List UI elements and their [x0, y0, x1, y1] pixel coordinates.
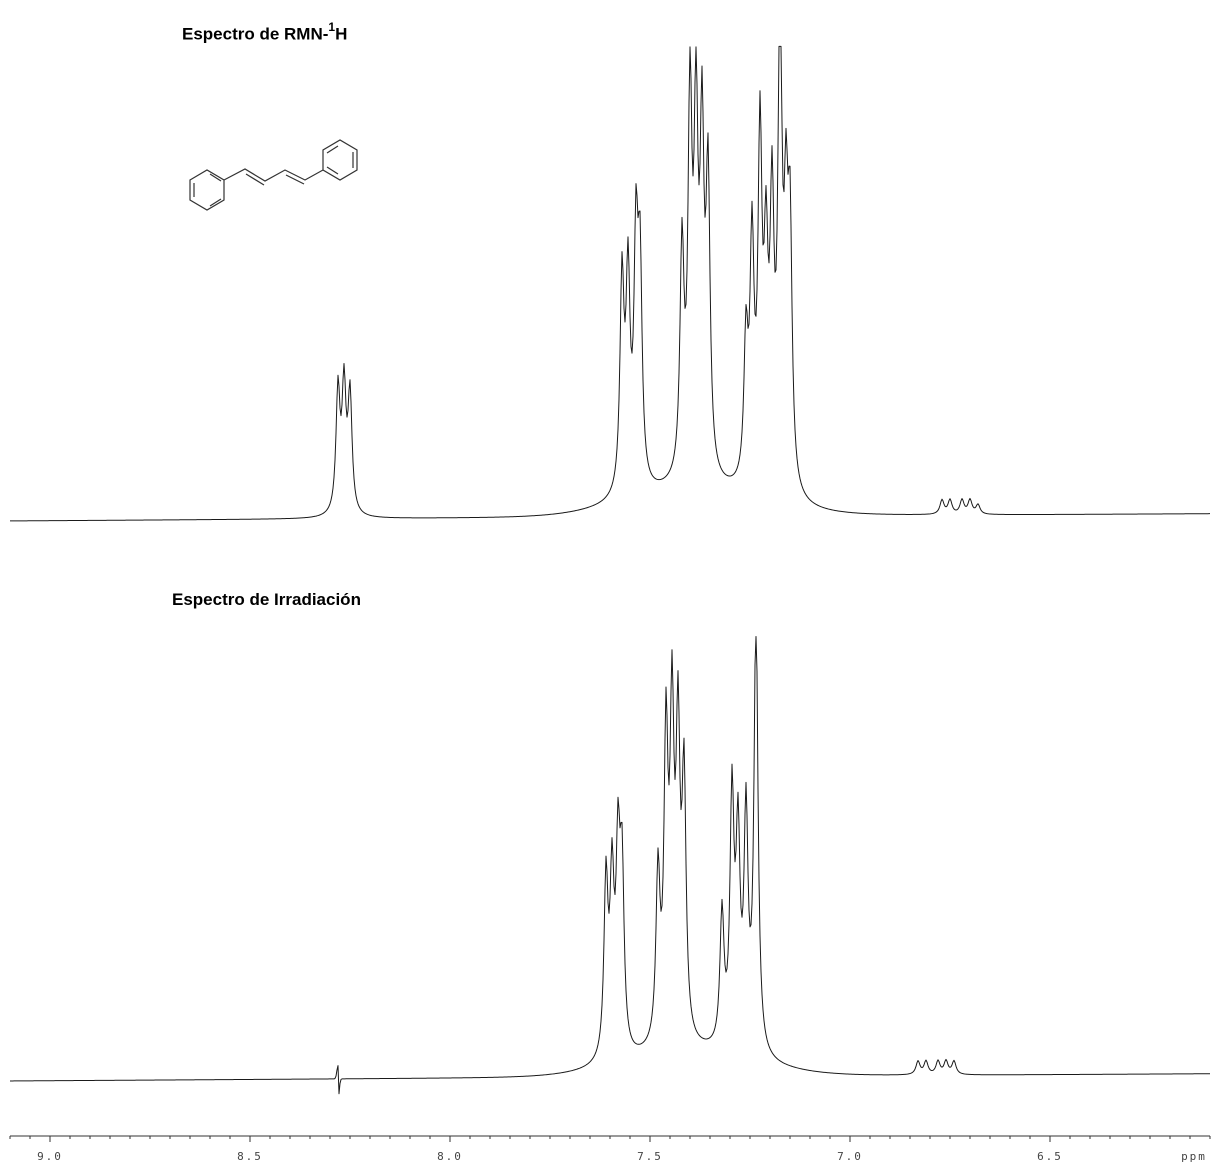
axis-unit-label: ppm — [1181, 1150, 1207, 1163]
tick-label: 7.0 — [837, 1150, 863, 1163]
spectrum-title-top: Espectro de RMN-1H — [182, 20, 348, 44]
spectrum-trace-bottom — [9, 636, 1211, 1095]
ppm-axis: 9.0 8.5 8.0 7.5 7.0 6.5 ppm — [9, 1135, 1211, 1163]
tick-label: 8.5 — [237, 1150, 263, 1163]
tick-label: 6.5 — [1037, 1150, 1063, 1163]
spectrum-trace-top — [9, 45, 1210, 522]
tick-label: 8.0 — [437, 1150, 463, 1163]
molecule-structure — [189, 139, 358, 211]
tick-label: 9.0 — [37, 1150, 63, 1163]
tick-label: 7.5 — [637, 1150, 663, 1163]
spectrum-title-bottom: Espectro de Irradiación — [172, 590, 361, 609]
